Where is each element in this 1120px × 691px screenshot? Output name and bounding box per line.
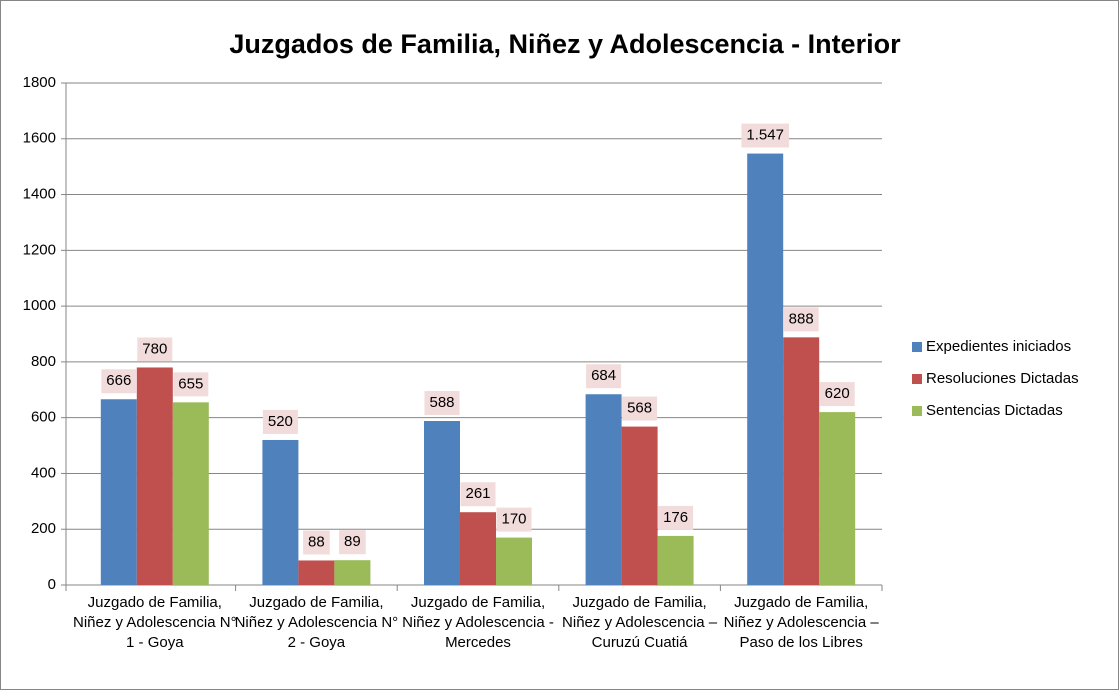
data-label: 655: [178, 375, 203, 392]
bar: [334, 560, 371, 585]
bar: [100, 399, 137, 585]
data-label-bg: [424, 391, 460, 416]
legend-swatch: [912, 406, 922, 416]
bar: [783, 337, 820, 585]
y-tick-label: 1400: [23, 186, 56, 203]
bar: [424, 421, 460, 585]
legend-label: Resoluciones Dictadas: [926, 370, 1079, 387]
data-label: 88: [308, 533, 325, 550]
data-label: 520: [268, 413, 293, 430]
x-tick-label-box: Juzgado de Familia, Niñez y Adolescencia…: [723, 594, 879, 651]
legend-label: Sentencias Dictadas: [926, 402, 1063, 419]
data-label: 620: [825, 385, 850, 402]
legend-swatch: [912, 342, 922, 352]
data-label: 261: [465, 485, 490, 502]
y-tick-label: 800: [31, 353, 56, 370]
data-label: 666: [106, 372, 131, 389]
data-label: 588: [429, 394, 454, 411]
bar: [747, 153, 784, 585]
bar: [172, 402, 209, 585]
data-label-bg: [658, 505, 694, 530]
data-label: 89: [344, 533, 361, 550]
data-label: 684: [591, 367, 616, 384]
chart-title: Juzgados de Familia, Niñez y Adolescenci…: [229, 29, 901, 59]
data-label: 780: [142, 340, 167, 357]
bar: [298, 560, 335, 585]
bar: [657, 535, 694, 585]
x-tick-label: Juzgado de Familia, Niñez y Adolescencia…: [402, 594, 554, 651]
bar: [136, 367, 173, 585]
data-label: 176: [663, 509, 688, 526]
y-tick-label: 1800: [23, 74, 56, 91]
data-label: 1.547: [746, 127, 784, 144]
data-label: 568: [627, 400, 652, 417]
data-label-bg: [819, 382, 855, 407]
data-label: 170: [501, 511, 526, 528]
bar: [262, 439, 299, 585]
y-tick-label: 1000: [23, 297, 56, 314]
x-tick-label: Juzgado de Familia, Niñez y Adolescencia…: [723, 594, 879, 651]
data-label-bg: [741, 123, 789, 148]
data-label-bg: [303, 530, 330, 555]
x-tick-label: Juzgado de Familia, Niñez y Adolescencia…: [73, 594, 237, 651]
y-tick-label: 200: [31, 520, 56, 537]
y-tick-label: 1600: [23, 130, 56, 147]
y-tick-label: 0: [48, 576, 56, 593]
y-tick-label: 1200: [23, 241, 56, 258]
x-tick-label: Juzgado de Familia, Niñez y Adolescencia…: [562, 594, 718, 651]
data-label: 888: [789, 310, 814, 327]
data-label-bg: [460, 482, 496, 507]
data-label-bg: [137, 337, 173, 362]
x-tick-label-box: Juzgado de Familia, Niñez y Adolescencia…: [562, 594, 718, 651]
bar: [819, 412, 856, 585]
legend-label: Expedientes iniciados: [926, 338, 1071, 355]
data-label-bg: [262, 409, 298, 434]
data-label-bg: [783, 307, 819, 332]
data-label-bg: [339, 530, 366, 555]
x-tick-label: Juzgado de Familia, Niñez y Adolescencia…: [234, 594, 399, 651]
legend-swatch: [912, 374, 922, 384]
data-label-bg: [586, 364, 622, 389]
bar: [585, 394, 622, 585]
y-tick-label: 400: [31, 464, 56, 481]
bar: [460, 512, 496, 585]
data-label-bg: [173, 372, 209, 397]
data-label-bg: [496, 507, 532, 532]
x-tick-label-box: Juzgado de Familia, Niñez y Adolescencia…: [234, 594, 399, 651]
y-tick-label: 600: [31, 409, 56, 426]
data-label-bg: [622, 396, 658, 421]
x-tick-label-box: Juzgado de Familia, Niñez y Adolescencia…: [73, 594, 237, 651]
bar: [621, 426, 658, 585]
x-tick-label-box: Juzgado de Familia, Niñez y Adolescencia…: [402, 594, 554, 651]
bar: [496, 537, 532, 585]
data-label-bg: [101, 369, 137, 394]
